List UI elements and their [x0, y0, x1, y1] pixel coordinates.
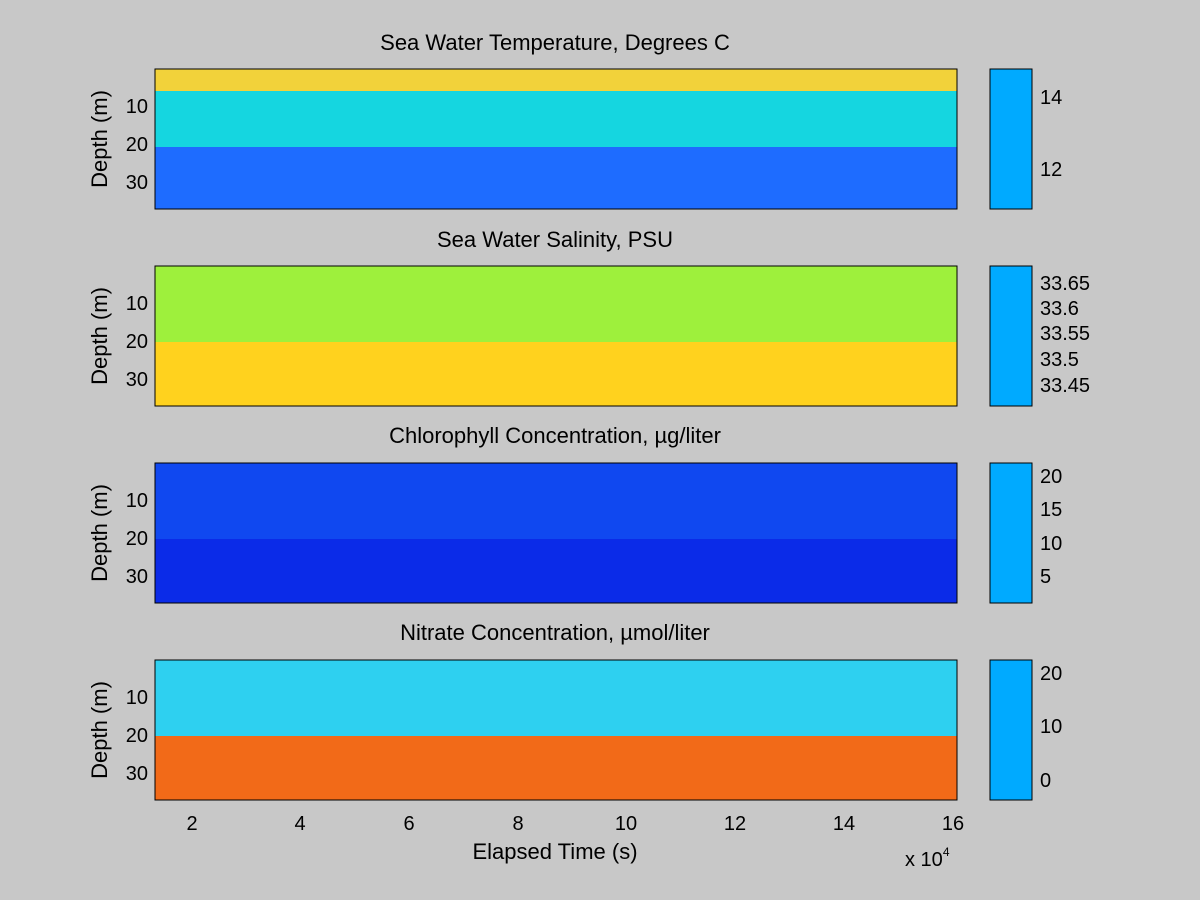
nitrate-title: Nitrate Concentration, µmol/liter: [400, 620, 710, 645]
x-tick-10: 10: [615, 813, 637, 835]
temperature-panel: Sea Water Temperature, Degrees C Depth (…: [87, 30, 1062, 210]
salinity-ytick-30: 30: [126, 369, 148, 391]
nitrate-colorbar: 0 10 20: [989, 659, 1062, 801]
x-tick-2: 2: [186, 813, 197, 835]
chlorophyll-cbar-tick-5: 5: [1040, 566, 1051, 588]
temperature-cbar-tick-14: 14: [1040, 87, 1062, 109]
x-tick-14: 14: [833, 813, 855, 835]
x-tick-8: 8: [512, 813, 523, 835]
salinity-cbar-tick-33-45: 33.45: [1040, 375, 1090, 397]
salinity-ytick-20: 20: [126, 331, 148, 353]
x-tick-12: 12: [724, 813, 746, 835]
temperature-yticks: 10 20 30: [126, 96, 148, 194]
x-multiplier: x 104: [905, 845, 950, 871]
chlorophyll-cbar-tick-20: 20: [1040, 466, 1062, 488]
temperature-ylabel: Depth (m): [87, 90, 112, 188]
salinity-heatmap: [154, 265, 958, 407]
salinity-cbar-tick-33-55: 33.55: [1040, 323, 1090, 345]
nitrate-cbar-tick-20: 20: [1040, 663, 1062, 685]
x-tick-6: 6: [403, 813, 414, 835]
x-multiplier-exponent: 4: [943, 845, 950, 859]
salinity-title: Sea Water Salinity, PSU: [437, 227, 673, 252]
temperature-ytick-30: 30: [126, 172, 148, 194]
temperature-title: Sea Water Temperature, Degrees C: [380, 30, 730, 55]
nitrate-ytick-30: 30: [126, 763, 148, 785]
nitrate-cbar-tick-0: 0: [1040, 770, 1051, 792]
temperature-ytick-10: 10: [126, 96, 148, 118]
salinity-yticks: 10 20 30: [126, 293, 148, 391]
temperature-heatmap: [154, 68, 958, 210]
chlorophyll-title: Chlorophyll Concentration, µg/liter: [389, 423, 721, 448]
nitrate-ytick-20: 20: [126, 725, 148, 747]
chlorophyll-heatmap: [154, 462, 958, 604]
nitrate-heatmap: [154, 659, 958, 801]
salinity-cbar-tick-33-5: 33.5: [1040, 349, 1079, 371]
salinity-ytick-10: 10: [126, 293, 148, 315]
salinity-panel: Sea Water Salinity, PSU Depth (m) 10 20 …: [87, 227, 1090, 407]
nitrate-ylabel: Depth (m): [87, 681, 112, 779]
chlorophyll-ylabel: Depth (m): [87, 484, 112, 582]
salinity-ylabel: Depth (m): [87, 287, 112, 385]
chlorophyll-ytick-30: 30: [126, 566, 148, 588]
x-axis-label: Elapsed Time (s): [472, 839, 637, 864]
chlorophyll-panel: Chlorophyll Concentration, µg/liter Dept…: [87, 423, 1062, 604]
chlorophyll-cbar-tick-15: 15: [1040, 499, 1062, 521]
salinity-cbar-tick-33-6: 33.6: [1040, 298, 1079, 320]
nitrate-cbar-tick-10: 10: [1040, 716, 1062, 738]
temperature-colorbar: 12 14: [989, 68, 1062, 210]
temperature-ytick-20: 20: [126, 134, 148, 156]
chlorophyll-yticks: 10 20 30: [126, 490, 148, 588]
chlorophyll-ytick-10: 10: [126, 490, 148, 512]
x-axis: 2 4 6 8 10 12 14 16 Elapsed Time (s) x 1…: [186, 813, 964, 871]
x-multiplier-base: x 10: [905, 849, 943, 871]
chlorophyll-ytick-20: 20: [126, 528, 148, 550]
chlorophyll-cbar-tick-10: 10: [1040, 533, 1062, 555]
x-tick-4: 4: [294, 813, 305, 835]
nitrate-yticks: 10 20 30: [126, 687, 148, 785]
temperature-cbar-tick-12: 12: [1040, 159, 1062, 181]
nitrate-ytick-10: 10: [126, 687, 148, 709]
x-tick-16: 16: [942, 813, 964, 835]
salinity-cbar-tick-33-65: 33.65: [1040, 273, 1090, 295]
nitrate-panel: Nitrate Concentration, µmol/liter Depth …: [87, 620, 1062, 801]
salinity-colorbar: 33.45 33.5 33.55 33.6 33.65: [989, 265, 1090, 407]
chlorophyll-colorbar: 5 10 15 20: [989, 462, 1062, 604]
